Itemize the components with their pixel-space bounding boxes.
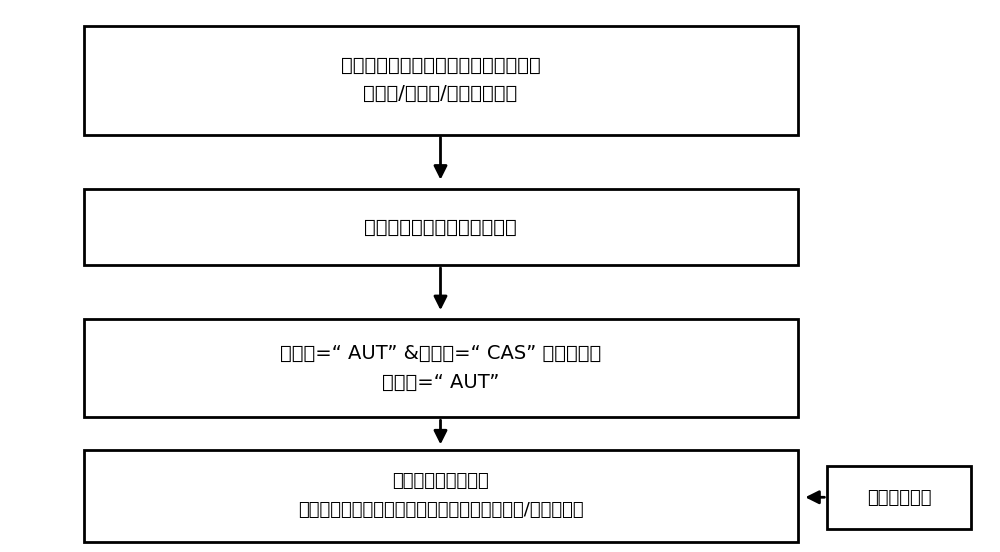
FancyBboxPatch shape (84, 320, 798, 417)
Text: 获取待评价复杂回路实时工作状态数据: 获取待评价复杂回路实时工作状态数据 (341, 56, 540, 75)
Text: 建立复杂回路自控状态检测点: 建立复杂回路自控状态检测点 (364, 217, 517, 237)
Text: 计算复杂回路自控率: 计算复杂回路自控率 (392, 472, 489, 490)
FancyBboxPatch shape (84, 189, 798, 265)
FancyBboxPatch shape (84, 450, 798, 543)
FancyBboxPatch shape (827, 466, 971, 529)
Text: （状态/偏差值/偏差设定值）: （状态/偏差值/偏差设定值） (363, 84, 518, 103)
Text: 检测点=“ AUT”: 检测点=“ AUT” (382, 373, 499, 391)
Text: （计算周期内自控状态检测点处于自控状态时间/计算周期）: （计算周期内自控状态检测点处于自控状态时间/计算周期） (298, 501, 583, 519)
Text: 主回路=“ AUT” &副回路=“ CAS” 时自控状态: 主回路=“ AUT” &副回路=“ CAS” 时自控状态 (280, 344, 601, 363)
FancyBboxPatch shape (84, 26, 798, 135)
Text: 设定计算周期: 设定计算周期 (867, 489, 931, 507)
